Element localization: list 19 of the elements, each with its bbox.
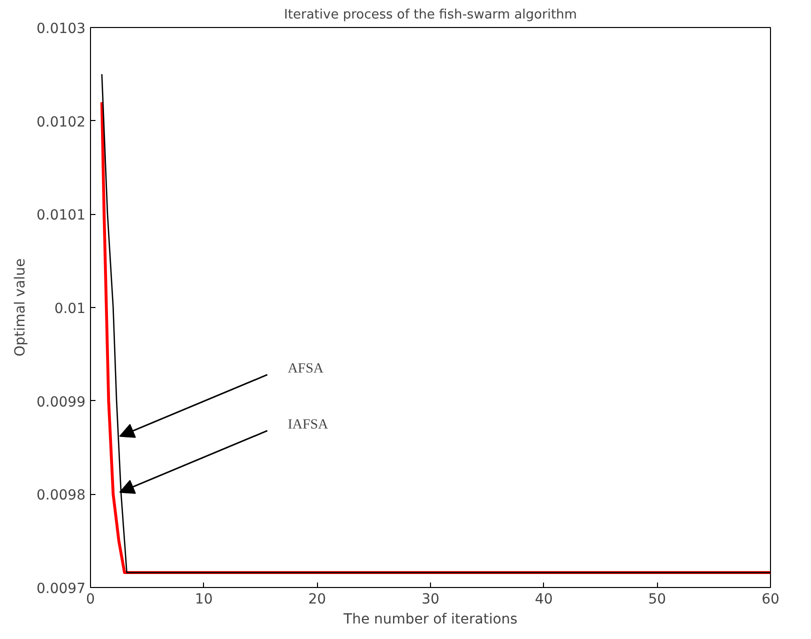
annotation: AFSA	[288, 362, 324, 377]
y-tick-label: 0.0102	[36, 114, 86, 130]
y-tick-label: 0.0099	[36, 394, 86, 410]
y-tick-label: 0.0101	[36, 208, 86, 224]
x-axis-title: The number of iterations	[342, 612, 518, 628]
y-tick-label: 0.0103	[36, 21, 86, 37]
annotation: IAFSA	[288, 418, 330, 433]
y-axis-title: Optimal value	[12, 258, 29, 357]
x-tick-label: 20	[308, 592, 326, 608]
x-tick-label: 30	[422, 592, 440, 608]
x-tick-label: 0	[86, 592, 95, 608]
x-tick-label: 10	[194, 592, 213, 608]
x-tick-label: 60	[762, 592, 780, 608]
x-tick-label: 40	[534, 592, 553, 608]
y-tick-label: 0.0098	[36, 488, 86, 504]
y-tick-label: 0.0097	[36, 581, 86, 597]
y-tick-label: 0.01	[54, 301, 86, 317]
chart-title: Iterative process of the fish-swarm algorithm	[284, 8, 577, 22]
x-tick-label: 50	[648, 592, 666, 608]
